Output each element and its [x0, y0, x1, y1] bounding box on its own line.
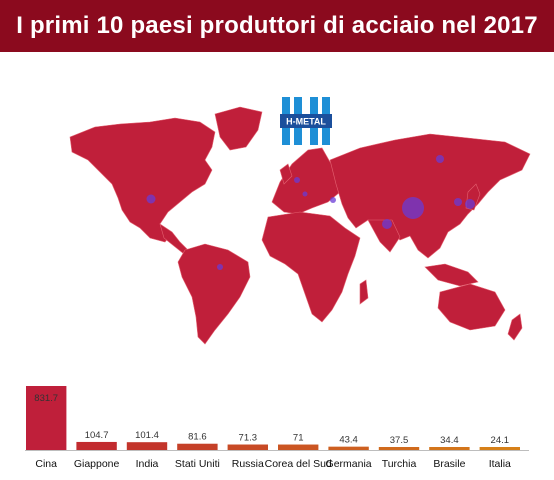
bubble-india [382, 219, 392, 229]
bar-chart: 831.7 Cina 104.7 Giappone 101.4 India 81.6 Stat… [0, 372, 554, 480]
page-title: I primi 10 paesi produttori di acciaio n… [16, 12, 538, 39]
data-label: 71 [293, 433, 304, 444]
data-label: 43.4 [339, 435, 358, 446]
world-map-svg [69, 106, 531, 345]
greenland-shape [214, 106, 263, 151]
bubble-germania [294, 177, 300, 183]
north-america-shape [69, 117, 216, 243]
new-zealand-shape [507, 313, 523, 341]
bar-turchia [378, 447, 420, 450]
logo-text: H-METAL [286, 117, 326, 127]
category-label: Corea del Sud [265, 458, 332, 470]
category-label: Turchia [382, 458, 417, 470]
bubble-russia [436, 155, 444, 163]
bar-india [126, 442, 168, 450]
bar-russia [227, 444, 268, 450]
category-label: Brasile [433, 458, 465, 470]
bubble-corea-del-sud [454, 198, 462, 206]
southeast-asia-shape [424, 263, 479, 287]
south-america-shape [177, 243, 251, 345]
title-bar: I primi 10 paesi produttori di acciaio n… [0, 0, 554, 52]
data-label: 34.4 [440, 435, 459, 446]
bar-brasile [429, 447, 470, 450]
data-label: 101.4 [135, 430, 159, 441]
category-label: India [136, 458, 159, 470]
data-label: 831.7 [34, 393, 58, 404]
madagascar-shape [359, 279, 369, 305]
bar-corea-del-sud [278, 444, 319, 450]
world-map [0, 52, 554, 362]
h-metal-logo: H-METAL [280, 95, 332, 147]
africa-shape [261, 211, 361, 323]
bubble-cina [402, 197, 424, 219]
category-label: Germania [326, 458, 372, 470]
category-label: Italia [489, 458, 511, 470]
data-label: 37.5 [390, 435, 409, 446]
category-label: Stati Uniti [175, 458, 220, 470]
bar-giappone [76, 441, 117, 450]
data-label: 81.6 [188, 432, 207, 443]
uk-shape [279, 163, 293, 185]
bar-cina [26, 386, 67, 450]
data-label: 71.3 [239, 433, 258, 444]
bar-chart-svg: 831.7 Cina 104.7 Giappone 101.4 India 81.6 Stat… [25, 386, 529, 470]
bar-stati-uniti [177, 443, 218, 450]
h-metal-logo-svg: H-METAL [280, 97, 332, 145]
data-label: 104.7 [85, 430, 109, 441]
asia-shape [329, 133, 531, 259]
category-label: Giappone [74, 458, 120, 470]
australia-shape [437, 283, 506, 331]
category-label: Russia [232, 458, 264, 470]
bubble-turchia [330, 197, 336, 203]
bar-germania [328, 446, 369, 450]
bar-italia [479, 447, 520, 450]
bubble-italia [302, 191, 308, 197]
bubble-brasile [217, 264, 223, 270]
category-label: Cina [35, 458, 57, 470]
data-label: 24.1 [491, 435, 510, 446]
bubble-giappone [465, 199, 475, 209]
bubble-stati-uniti [146, 194, 156, 204]
